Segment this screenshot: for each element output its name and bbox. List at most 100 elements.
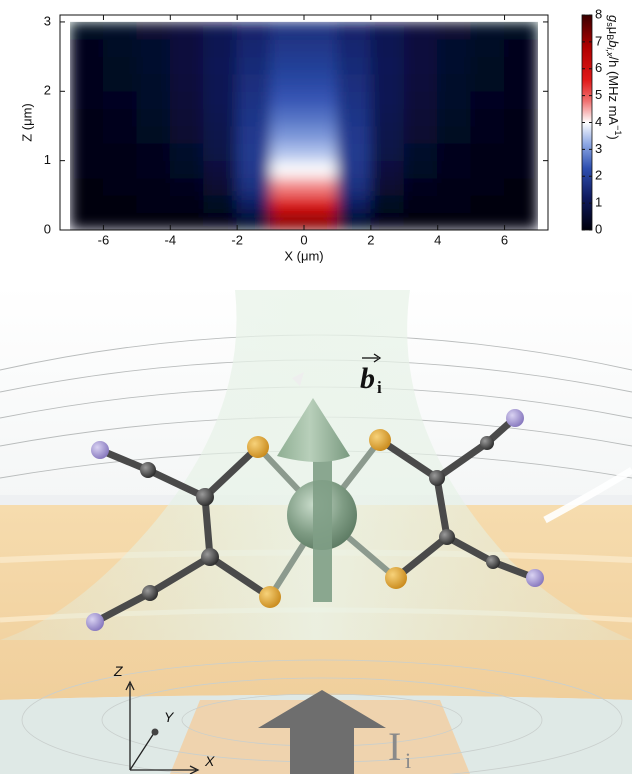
heatmap-cell	[70, 125, 104, 144]
heatmap-cell	[136, 73, 171, 92]
heatmap-cell	[169, 125, 205, 144]
heatmap-cell	[102, 194, 138, 214]
heatmap-cell	[437, 160, 472, 179]
heatmap-cell	[136, 38, 171, 58]
heatmap-cell	[403, 142, 439, 162]
heatmap-cell	[70, 160, 104, 179]
colorbar-label: gsμBbi,x/h (MHz mA−1)	[605, 15, 623, 140]
heatmap-cell	[169, 90, 205, 110]
heatmap-cell	[270, 108, 305, 127]
heatmap-cell	[470, 125, 506, 144]
heatmap-cell	[403, 73, 439, 92]
heatmap-cell	[504, 56, 538, 75]
heatmap-cell	[270, 160, 305, 179]
heatmap-cell	[470, 108, 506, 127]
cb-part: i,x	[605, 47, 615, 57]
heatmap-cell	[169, 73, 205, 92]
heatmap-cell	[236, 56, 272, 75]
heatmap-cell	[504, 160, 538, 179]
colorbar-tick-label: 6	[595, 60, 602, 75]
heatmap-cell	[370, 194, 405, 214]
heatmap-cell	[504, 142, 538, 162]
cb-part: B	[605, 34, 615, 40]
x-tick-label: -2	[231, 232, 243, 247]
heatmap-cell	[403, 177, 439, 196]
heatmap-cell	[370, 21, 405, 40]
heatmap-cell	[169, 21, 205, 40]
heatmap-cell	[470, 177, 506, 196]
y-tick-label: 0	[44, 221, 51, 236]
cb-part: s	[605, 22, 615, 27]
heatmap-cell	[203, 73, 238, 92]
heatmap-cell	[270, 212, 305, 230]
heatmap-cell	[169, 142, 205, 162]
cb-part: μ	[606, 27, 621, 35]
cb-part: −1	[613, 125, 623, 135]
heatmap-cell	[203, 38, 238, 58]
heatmap-cell	[437, 125, 472, 144]
y-tick-label: 1	[44, 152, 51, 167]
heatmap-cell	[136, 125, 171, 144]
axis-z: Z	[113, 663, 123, 679]
heatmap-cell	[236, 38, 272, 58]
heatmap-cell	[270, 142, 305, 162]
heatmap-cell	[203, 56, 238, 75]
heatmap-cell	[303, 90, 338, 110]
field-subscript: i	[377, 378, 382, 397]
heatmap-cell	[70, 56, 104, 75]
heatmap-cell	[169, 160, 205, 179]
heatmap-cell	[470, 194, 506, 214]
heatmap-cell	[70, 21, 104, 40]
heatmap-cell	[437, 56, 472, 75]
heatmap-cell	[403, 90, 439, 110]
axis-x: X	[204, 753, 215, 769]
heatmap-cell	[70, 38, 104, 58]
heatmap-cell	[70, 108, 104, 127]
heatmap-cell	[102, 177, 138, 196]
heatmap-cell	[169, 194, 205, 214]
heatmap-cell	[370, 177, 405, 196]
heatmap-cell	[303, 38, 338, 58]
heatmap-cell	[136, 160, 171, 179]
heatmap-cell	[102, 142, 138, 162]
heatmap-cell	[303, 56, 338, 75]
y-tick-label: 2	[44, 83, 51, 98]
heatmap-cell	[370, 160, 405, 179]
x-axis-label: X (μm)	[284, 248, 323, 263]
heatmap-cell	[504, 212, 538, 230]
x-tick-label: 4	[434, 232, 441, 247]
heatmap-cell	[403, 212, 439, 230]
heatmap-cell	[470, 56, 506, 75]
heatmap-cell	[303, 142, 338, 162]
heatmap-cell	[437, 108, 472, 127]
heatmap-cell	[236, 21, 272, 40]
heatmap-cell	[236, 125, 272, 144]
heatmap-cell	[270, 177, 305, 196]
heatmap-cell	[136, 194, 171, 214]
heatmap-cell	[370, 38, 405, 58]
heatmap-cell	[336, 125, 372, 144]
heatmap-cell	[303, 160, 338, 179]
heatmap-cell	[437, 73, 472, 92]
current-symbol: I	[388, 724, 401, 769]
heatmap-cell	[403, 38, 439, 58]
cb-part: g	[606, 15, 621, 23]
x-tick-label: 2	[367, 232, 374, 247]
heatmap-cell	[370, 142, 405, 162]
heatmap-cell	[336, 38, 372, 58]
heatmap-cell	[236, 108, 272, 127]
heatmap-cell	[203, 125, 238, 144]
heatmap-cell	[403, 56, 439, 75]
colorbar-tick-label: 8	[595, 6, 602, 21]
heatmap-cell	[136, 56, 171, 75]
heatmap-cell	[102, 38, 138, 58]
heatmap-cell	[236, 90, 272, 110]
heatmap-cell	[470, 212, 506, 230]
heatmap-cell	[303, 108, 338, 127]
heatmap-cell	[504, 21, 538, 40]
field-symbol: b	[360, 362, 375, 395]
heatmap-cell	[136, 142, 171, 162]
heatmap-cell	[136, 177, 171, 196]
current-arrow	[258, 690, 386, 774]
